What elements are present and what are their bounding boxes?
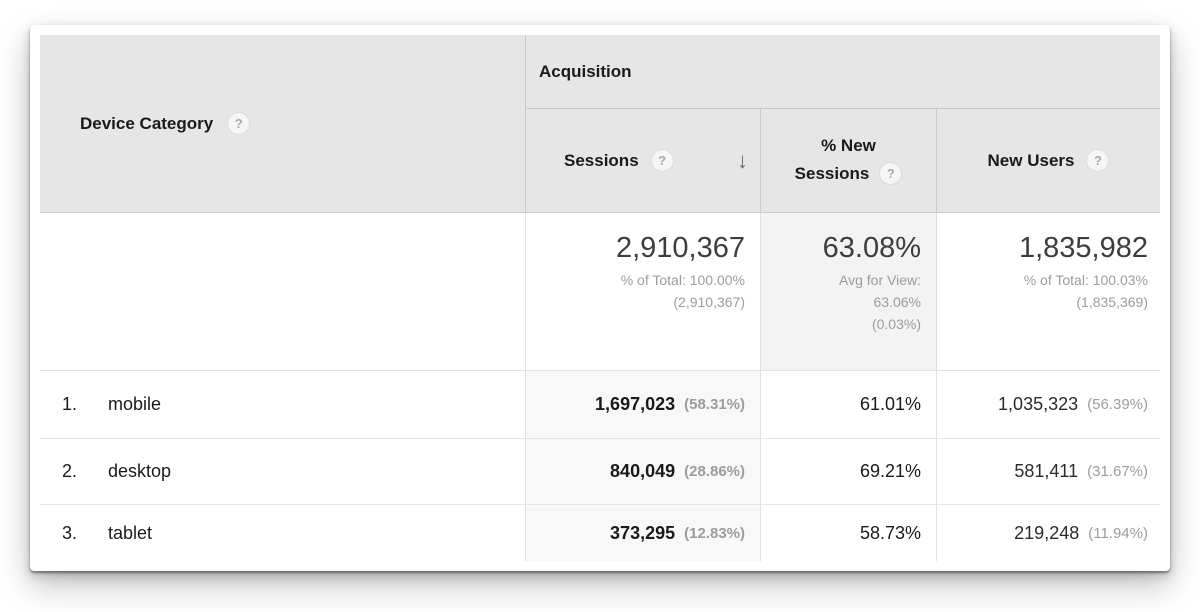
summary-sessions-pct-of-total: % of Total: 100.00%: [620, 272, 745, 289]
desktop-sessions-percent: (28.86%): [684, 463, 745, 480]
summary-new-users-cell: 1,835,982 % of Total: 100.03% (1,835,369…: [936, 212, 1160, 370]
analytics-table-card: Device Category ? Acquisition Sessions ?…: [30, 25, 1170, 571]
tablet-new-users-cell: 219,248 (11.94%): [936, 504, 1160, 561]
summary-new-sessions-cell: 63.08% Avg for View: 63.06% (0.03%): [760, 212, 936, 370]
summary-new-sessions-delta: (0.03%): [871, 315, 921, 332]
mobile-new-sessions-cell: 61.01%: [760, 370, 936, 438]
table-row-mobile-label: 1. mobile: [40, 370, 525, 438]
device-category-table: Device Category ? Acquisition Sessions ?…: [40, 35, 1160, 561]
tablet-sessions-cell: 373,295 (12.83%): [525, 504, 760, 561]
sessions-header-label: Sessions: [564, 150, 639, 170]
desktop-new-users-cell: 581,411 (31.67%): [936, 438, 1160, 504]
summary-sessions-total: 2,910,367: [615, 232, 745, 264]
tablet-sessions-value: 373,295: [610, 522, 676, 543]
summary-new-sessions-avg: 63.08%: [822, 232, 921, 264]
summary-device-cell: [40, 212, 525, 370]
desktop-new-sessions-value: 69.21%: [859, 461, 921, 481]
summary-new-users-total: 1,835,982: [1018, 232, 1148, 264]
new-users-help-icon[interactable]: ?: [1086, 149, 1110, 172]
summary-new-users-raw-total: (1,835,369): [1076, 294, 1148, 311]
device-link-mobile[interactable]: mobile: [108, 394, 162, 414]
device-link-desktop[interactable]: desktop: [108, 461, 172, 481]
tablet-new-users-percent: (11.94%): [1088, 524, 1148, 542]
sort-descending-icon[interactable]: ↓: [737, 147, 748, 173]
new-sessions-header-line1: % New: [821, 136, 876, 155]
summary-new-sessions-avg-value: 63.06%: [873, 294, 921, 311]
table-row-tablet-label: 3. tablet: [40, 504, 525, 561]
tablet-new-sessions-cell: 58.73%: [760, 504, 936, 561]
new-sessions-header-line2: Sessions: [794, 163, 870, 183]
mobile-new-users-cell: 1,035,323 (56.39%): [936, 370, 1160, 438]
mobile-new-users-value: 1,035,323: [998, 394, 1079, 414]
sessions-help-icon[interactable]: ?: [650, 149, 674, 172]
device-category-header-label: Device Category: [80, 113, 214, 133]
row-index: 2.: [62, 461, 78, 481]
summary-new-users-pct-of-total: % of Total: 100.03%: [1023, 272, 1148, 289]
mobile-sessions-percent: (58.31%): [684, 396, 745, 413]
new-sessions-column-header[interactable]: % New Sessions ?: [760, 108, 936, 212]
tablet-new-users-value: 219,248: [1014, 522, 1080, 543]
desktop-new-users-value: 581,411: [1014, 461, 1079, 481]
acquisition-group-header-label: Acquisition: [539, 61, 632, 81]
mobile-sessions-value: 1,697,023: [595, 394, 676, 414]
new-users-header-label: New Users: [987, 150, 1075, 170]
tablet-sessions-percent: (12.83%): [684, 524, 745, 542]
mobile-sessions-cell: 1,697,023 (58.31%): [525, 370, 760, 438]
row-index: 1.: [62, 394, 78, 414]
device-link-tablet[interactable]: tablet: [108, 522, 153, 543]
acquisition-group-header: Acquisition: [525, 35, 1160, 108]
desktop-sessions-cell: 840,049 (28.86%): [525, 438, 760, 504]
table-row-desktop-label: 2. desktop: [40, 438, 525, 504]
new-sessions-help-icon[interactable]: ?: [879, 162, 903, 185]
desktop-new-sessions-cell: 69.21%: [760, 438, 936, 504]
summary-new-sessions-avg-label: Avg for View:: [839, 272, 921, 289]
device-category-help-icon[interactable]: ?: [227, 112, 251, 135]
row-index: 3.: [62, 522, 78, 543]
new-users-column-header[interactable]: New Users ?: [936, 108, 1160, 212]
mobile-new-users-percent: (56.39%): [1087, 396, 1148, 413]
device-category-header[interactable]: Device Category ?: [40, 35, 525, 212]
summary-sessions-cell: 2,910,367 % of Total: 100.00% (2,910,367…: [525, 212, 760, 370]
mobile-new-sessions-value: 61.01%: [859, 394, 921, 414]
desktop-new-users-percent: (31.67%): [1087, 463, 1148, 480]
desktop-sessions-value: 840,049: [610, 461, 676, 481]
sessions-column-header[interactable]: Sessions ? ↓: [525, 108, 760, 212]
summary-sessions-raw-total: (2,910,367): [673, 294, 745, 311]
tablet-new-sessions-value: 58.73%: [859, 522, 921, 543]
